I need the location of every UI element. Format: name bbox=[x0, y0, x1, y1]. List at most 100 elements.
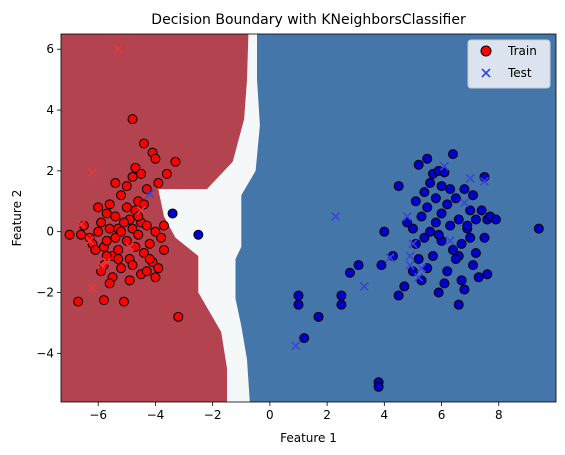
train-point-red bbox=[78, 220, 89, 231]
test-point-blue bbox=[414, 272, 424, 282]
train-point-red bbox=[133, 229, 144, 240]
train-point-blue bbox=[402, 217, 413, 228]
train-point-red bbox=[116, 263, 127, 274]
legend-test-stroke bbox=[481, 68, 491, 78]
train-point-red bbox=[173, 311, 184, 322]
train-point-red bbox=[104, 199, 115, 210]
train-point-red bbox=[96, 217, 107, 228]
train-point-blue bbox=[399, 281, 410, 292]
train-point-red bbox=[113, 244, 124, 255]
train-point-blue bbox=[430, 193, 441, 204]
train-point-red bbox=[130, 241, 141, 252]
train-point-red bbox=[150, 226, 161, 237]
train-point-red bbox=[153, 178, 164, 189]
train-point-red bbox=[90, 244, 101, 255]
x-axis-label: Feature 1 bbox=[280, 431, 337, 445]
test-marker-stroke bbox=[145, 189, 155, 199]
test-point-red bbox=[76, 219, 86, 229]
test-marker-stroke bbox=[102, 257, 112, 267]
x-tick-label: 8 bbox=[495, 408, 503, 422]
test-point-red bbox=[87, 167, 98, 177]
train-point-blue bbox=[293, 299, 304, 310]
train-point-blue bbox=[299, 333, 310, 344]
train-point-blue bbox=[453, 299, 464, 310]
train-point-blue bbox=[336, 290, 347, 301]
train-point-red bbox=[141, 184, 152, 195]
train-point-blue bbox=[387, 251, 398, 262]
test-marker-stroke bbox=[331, 211, 341, 222]
train-point-blue bbox=[313, 311, 324, 322]
test-point-blue bbox=[445, 236, 455, 246]
train-point-blue bbox=[422, 153, 433, 164]
train-point-blue bbox=[456, 275, 467, 286]
y-axis-ticks: −4 −2 0 2 4 6 bbox=[36, 42, 61, 360]
train-point-red bbox=[116, 226, 127, 237]
train-point-blue bbox=[393, 290, 404, 301]
train-point-red bbox=[113, 254, 124, 265]
train-point-red bbox=[118, 217, 129, 228]
test-marker-stroke bbox=[465, 173, 475, 184]
train-point-blue bbox=[436, 181, 447, 192]
train-point-red bbox=[141, 266, 152, 277]
train-point-blue bbox=[430, 217, 441, 228]
train-point-blue bbox=[447, 244, 458, 255]
train-point-red bbox=[104, 278, 115, 289]
train-point-blue bbox=[450, 254, 461, 265]
train-point-blue bbox=[465, 205, 476, 216]
train-point-blue bbox=[167, 208, 178, 219]
train-point-blue bbox=[479, 171, 490, 182]
train-point-blue bbox=[450, 193, 461, 204]
train-point-red bbox=[156, 232, 167, 243]
train-point-red bbox=[150, 272, 161, 283]
test-point-blue bbox=[416, 263, 427, 273]
train-point-blue bbox=[462, 220, 473, 231]
train-point-blue bbox=[433, 287, 444, 298]
train-point-red bbox=[93, 202, 104, 213]
train-point-blue bbox=[419, 187, 430, 198]
train-point-red bbox=[138, 199, 149, 210]
train-point-blue bbox=[442, 199, 453, 210]
train-point-red bbox=[98, 295, 109, 306]
test-marker-stroke bbox=[459, 198, 470, 208]
train-point-blue bbox=[490, 214, 501, 225]
test-marker-stroke bbox=[291, 341, 301, 351]
train-point-red bbox=[127, 223, 138, 234]
train-point-red bbox=[136, 168, 147, 179]
train-point-blue bbox=[413, 254, 424, 265]
train-point-red bbox=[161, 168, 172, 179]
train-point-blue bbox=[407, 223, 418, 234]
test-marker-stroke bbox=[385, 252, 395, 263]
train-point-red bbox=[124, 275, 135, 286]
test-marker-stroke bbox=[402, 211, 412, 222]
train-point-blue bbox=[436, 208, 447, 219]
train-point-red bbox=[73, 296, 84, 307]
test-marker-stroke bbox=[479, 176, 490, 187]
test-point-red bbox=[136, 205, 146, 215]
train-point-blue bbox=[465, 232, 476, 243]
x-tick-label: 0 bbox=[266, 408, 274, 422]
y-tick-label: −4 bbox=[36, 346, 54, 360]
x-tick-label: −6 bbox=[89, 408, 107, 422]
train-point-blue bbox=[459, 184, 470, 195]
y-tick-label: 0 bbox=[46, 225, 54, 239]
test-point-blue bbox=[331, 211, 341, 222]
test-point-blue bbox=[439, 161, 449, 171]
test-point-blue bbox=[402, 211, 412, 222]
train-point-red bbox=[116, 190, 127, 201]
train-point-red bbox=[127, 114, 138, 125]
test-marker-stroke bbox=[136, 205, 146, 215]
test-point-red bbox=[85, 236, 95, 246]
train-point-red bbox=[76, 229, 87, 240]
test-marker-stroke bbox=[125, 242, 135, 252]
train-point-red bbox=[150, 153, 161, 164]
test-point-blue bbox=[359, 281, 369, 291]
train-point-blue bbox=[447, 149, 458, 160]
train-point-blue bbox=[439, 278, 450, 289]
train-point-blue bbox=[453, 214, 464, 225]
train-point-blue bbox=[456, 238, 467, 249]
test-point-red bbox=[113, 44, 123, 54]
train-point-red bbox=[159, 244, 170, 255]
train-point-red bbox=[110, 211, 121, 222]
test-marker-stroke bbox=[416, 263, 427, 273]
